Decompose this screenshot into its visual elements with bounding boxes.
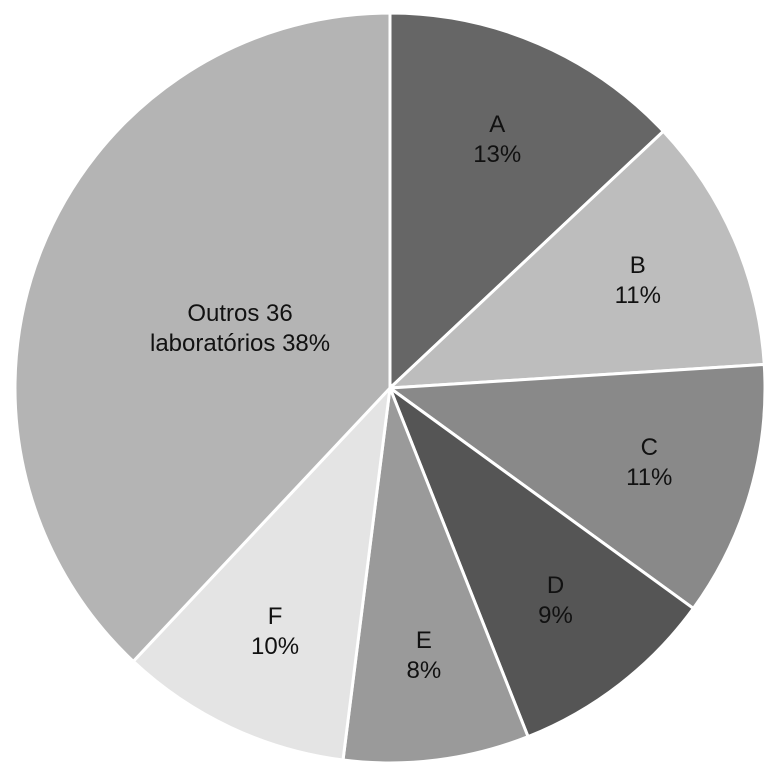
pie-slice <box>131 383 393 762</box>
slice-label: D 9% <box>538 571 573 631</box>
pie-slice <box>13 11 392 664</box>
category-label: F <box>267 603 283 631</box>
category-label: A <box>489 111 506 139</box>
value-label: 9% <box>538 602 573 630</box>
pie-slice <box>388 11 666 392</box>
slice-label: A 13% <box>473 110 521 170</box>
slice-label: C 11% <box>626 433 672 493</box>
pie-slice <box>386 383 696 739</box>
category-label: B <box>629 251 646 279</box>
value-label: 13% <box>473 141 522 169</box>
slice-label: E 8% <box>406 626 441 686</box>
value-label: 11% <box>614 281 661 309</box>
pie-slice <box>385 129 766 390</box>
value-label: 38% <box>282 329 331 357</box>
category-label: D <box>546 572 565 600</box>
slice-label: B 11% <box>615 251 661 311</box>
pie-slice <box>385 362 767 611</box>
slice-label: F 10% <box>251 602 299 662</box>
category-label: Outros 36 laboratórios <box>150 299 293 357</box>
category-label: E <box>415 626 432 654</box>
value-label: 8% <box>406 656 442 684</box>
value-label: 10% <box>251 633 300 661</box>
value-label: 11% <box>626 464 673 492</box>
pie-slice <box>341 387 530 765</box>
category-label: C <box>640 434 658 462</box>
slice-label: Outros 36 laboratórios 38% <box>145 299 335 359</box>
